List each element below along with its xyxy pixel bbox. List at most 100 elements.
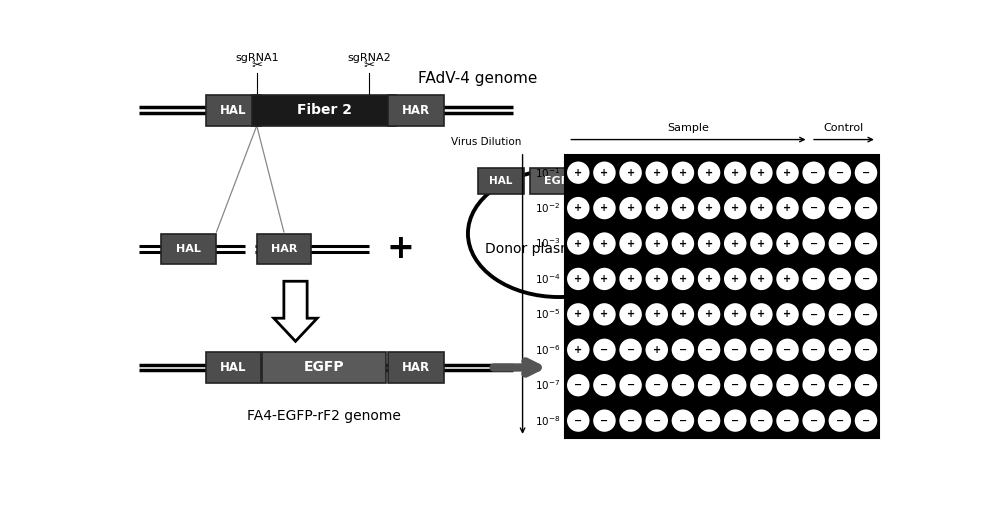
Circle shape [619,162,642,184]
Text: −: − [810,203,818,213]
Text: −: − [731,345,739,355]
FancyBboxPatch shape [252,95,396,126]
Text: +: + [600,238,608,249]
Text: −: − [574,380,582,390]
Text: −: − [810,274,818,284]
Circle shape [567,268,590,290]
Text: +: + [783,203,792,213]
Text: +: + [653,345,661,355]
Circle shape [672,409,694,432]
Circle shape [855,232,877,255]
Text: −: − [783,416,792,425]
Circle shape [750,409,773,432]
Text: +: + [386,232,414,265]
Circle shape [645,409,668,432]
Text: $10^{-6}$: $10^{-6}$ [535,343,561,357]
Text: −: − [705,416,713,425]
Text: sgRNA2: sgRNA2 [347,53,391,62]
Circle shape [698,197,720,219]
Circle shape [776,197,799,219]
Text: +: + [574,203,582,213]
Text: EGFP: EGFP [544,176,577,186]
Text: −: − [600,416,608,425]
Text: −: − [627,416,635,425]
Text: sgRNA1: sgRNA1 [235,53,279,62]
Text: +: + [783,310,792,319]
Circle shape [750,303,773,325]
Text: +: + [731,274,739,284]
Text: +: + [574,345,582,355]
Circle shape [645,232,668,255]
Text: −: − [836,380,844,390]
Circle shape [567,232,590,255]
Circle shape [802,409,825,432]
Circle shape [698,303,720,325]
Circle shape [855,374,877,397]
Circle shape [750,374,773,397]
Text: −: − [862,380,870,390]
Text: +: + [600,203,608,213]
Text: −: − [836,345,844,355]
FancyBboxPatch shape [161,234,216,264]
Circle shape [593,232,616,255]
Circle shape [698,232,720,255]
Text: $10^{-2}$: $10^{-2}$ [535,201,561,215]
Text: −: − [836,168,844,178]
Circle shape [672,338,694,361]
FancyBboxPatch shape [206,352,261,383]
Text: +: + [574,168,582,178]
Text: +: + [679,238,687,249]
Circle shape [776,232,799,255]
Text: +: + [757,238,765,249]
Text: ✂: ✂ [364,59,375,72]
Circle shape [724,232,746,255]
Text: +: + [653,168,661,178]
Circle shape [855,303,877,325]
FancyBboxPatch shape [530,168,591,194]
Text: −: − [810,310,818,319]
Text: +: + [653,203,661,213]
Circle shape [645,374,668,397]
Circle shape [724,268,746,290]
Circle shape [567,162,590,184]
Text: −: − [705,380,713,390]
Text: −: − [783,380,792,390]
Text: −: − [810,416,818,425]
Text: −: − [757,416,765,425]
Text: +: + [627,274,635,284]
Circle shape [619,197,642,219]
Text: +: + [574,274,582,284]
Text: −: − [679,345,687,355]
Text: −: − [757,345,765,355]
Text: $10^{-4}$: $10^{-4}$ [535,272,561,286]
FancyBboxPatch shape [257,234,311,264]
Circle shape [802,338,825,361]
Text: +: + [679,168,687,178]
Circle shape [698,409,720,432]
Circle shape [593,162,616,184]
Text: +: + [731,238,739,249]
Text: +: + [757,310,765,319]
Text: −: − [600,345,608,355]
Text: −: − [836,416,844,425]
Text: −: − [862,274,870,284]
Circle shape [829,303,851,325]
Circle shape [698,338,720,361]
Circle shape [698,162,720,184]
Text: $10^{-3}$: $10^{-3}$ [535,236,561,250]
Circle shape [645,197,668,219]
Circle shape [724,338,746,361]
Text: HAR: HAR [606,176,631,186]
Circle shape [672,162,694,184]
Text: −: − [862,310,870,319]
Text: +: + [653,274,661,284]
Circle shape [724,197,746,219]
Circle shape [829,197,851,219]
Text: +: + [731,168,739,178]
Circle shape [802,374,825,397]
Circle shape [672,268,694,290]
Circle shape [829,374,851,397]
Circle shape [802,268,825,290]
Text: Sample: Sample [667,124,709,133]
Text: +: + [731,203,739,213]
